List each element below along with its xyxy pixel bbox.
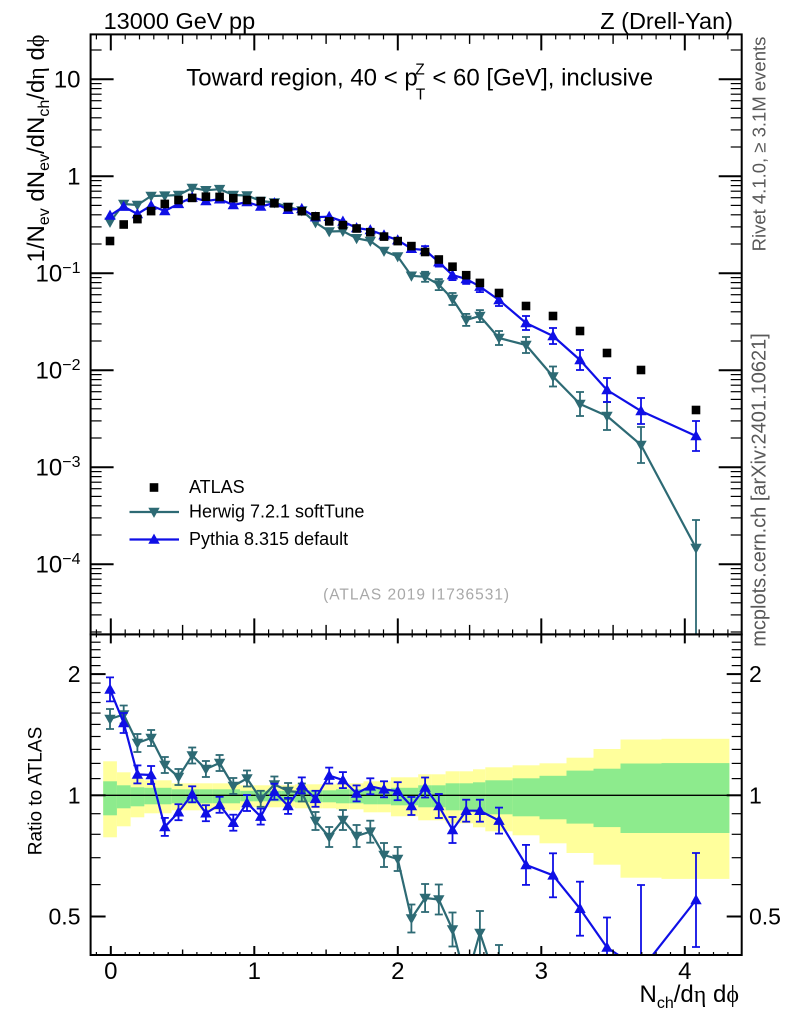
svg-text:4: 4 <box>678 958 691 985</box>
svg-text:0.5: 0.5 <box>749 904 781 930</box>
svg-text:2: 2 <box>749 661 762 687</box>
svg-text:1: 1 <box>67 164 80 191</box>
svg-text:(ATLAS 2019 I1736531): (ATLAS 2019 I1736531) <box>323 587 510 604</box>
svg-text:0: 0 <box>104 958 117 985</box>
svg-text:1: 1 <box>248 958 261 985</box>
svg-text:Herwig 7.2.1 softTune: Herwig 7.2.1 softTune <box>189 502 364 522</box>
svg-text:2: 2 <box>391 958 404 985</box>
svg-text:10: 10 <box>54 67 81 94</box>
svg-text:3: 3 <box>535 958 548 985</box>
svg-text:ATLAS: ATLAS <box>189 477 245 497</box>
svg-text:Ratio to ATLAS: Ratio to ATLAS <box>26 727 47 856</box>
svg-text:13000 GeV pp: 13000 GeV pp <box>104 8 256 34</box>
svg-text:Rivet 4.1.0, ≥ 3.1M events: Rivet 4.1.0, ≥ 3.1M events <box>749 37 770 252</box>
svg-text:2: 2 <box>68 661 81 687</box>
svg-text:Z (Drell-Yan): Z (Drell-Yan) <box>600 8 733 34</box>
svg-text:0.5: 0.5 <box>49 904 81 930</box>
svg-text:Pythia 8.315 default: Pythia 8.315 default <box>189 529 348 549</box>
svg-text:mcplots.cern.ch [arXiv:2401.10: mcplots.cern.ch [arXiv:2401.10621] <box>749 333 771 647</box>
svg-text:1: 1 <box>68 782 81 808</box>
svg-text:1/Nev dNev/dNch/dη dϕ: 1/Nev dNev/dNch/dη dϕ <box>23 34 53 262</box>
svg-text:1: 1 <box>749 782 762 808</box>
svg-text:Nch/dη dϕ: Nch/dη dϕ <box>640 981 739 1012</box>
